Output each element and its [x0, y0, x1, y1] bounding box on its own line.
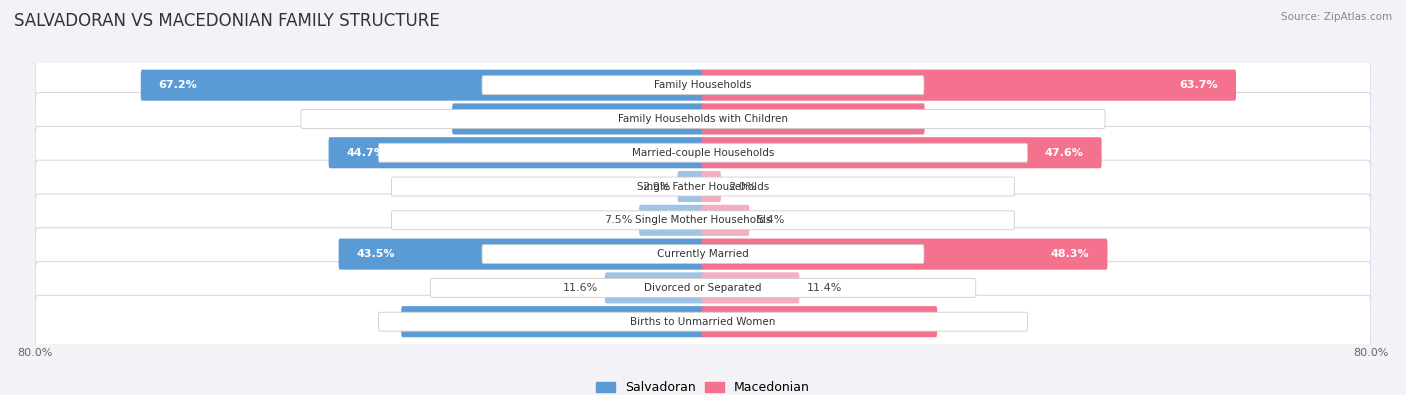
Text: 63.7%: 63.7% — [1180, 80, 1218, 90]
Text: 11.6%: 11.6% — [562, 283, 598, 293]
Text: 11.4%: 11.4% — [807, 283, 842, 293]
FancyBboxPatch shape — [702, 239, 1108, 270]
FancyBboxPatch shape — [482, 245, 924, 263]
FancyBboxPatch shape — [401, 306, 704, 337]
Text: 48.3%: 48.3% — [1050, 249, 1090, 259]
FancyBboxPatch shape — [35, 160, 1371, 213]
Text: 26.4%: 26.4% — [868, 114, 907, 124]
Text: 36.0%: 36.0% — [419, 317, 458, 327]
FancyBboxPatch shape — [35, 295, 1371, 348]
Text: 7.5%: 7.5% — [603, 215, 633, 225]
FancyBboxPatch shape — [378, 143, 1028, 162]
FancyBboxPatch shape — [301, 109, 1105, 128]
FancyBboxPatch shape — [35, 126, 1371, 179]
FancyBboxPatch shape — [702, 306, 938, 337]
FancyBboxPatch shape — [329, 137, 704, 168]
Text: 5.4%: 5.4% — [756, 215, 785, 225]
Text: Source: ZipAtlas.com: Source: ZipAtlas.com — [1281, 12, 1392, 22]
Legend: Salvadoran, Macedonian: Salvadoran, Macedonian — [591, 376, 815, 395]
FancyBboxPatch shape — [702, 137, 1102, 168]
FancyBboxPatch shape — [678, 171, 704, 202]
Text: Births to Unmarried Women: Births to Unmarried Women — [630, 317, 776, 327]
FancyBboxPatch shape — [482, 76, 924, 95]
Text: Single Father Households: Single Father Households — [637, 182, 769, 192]
Text: Currently Married: Currently Married — [657, 249, 749, 259]
Text: Divorced or Separated: Divorced or Separated — [644, 283, 762, 293]
FancyBboxPatch shape — [702, 205, 749, 236]
Text: Single Mother Households: Single Mother Households — [636, 215, 770, 225]
FancyBboxPatch shape — [35, 261, 1371, 314]
FancyBboxPatch shape — [702, 70, 1236, 101]
FancyBboxPatch shape — [339, 239, 704, 270]
FancyBboxPatch shape — [378, 312, 1028, 331]
FancyBboxPatch shape — [605, 273, 704, 303]
Text: SALVADORAN VS MACEDONIAN FAMILY STRUCTURE: SALVADORAN VS MACEDONIAN FAMILY STRUCTUR… — [14, 12, 440, 30]
Text: 27.9%: 27.9% — [880, 317, 920, 327]
FancyBboxPatch shape — [35, 92, 1371, 145]
FancyBboxPatch shape — [453, 103, 704, 134]
Text: 29.9%: 29.9% — [470, 114, 509, 124]
Text: 2.0%: 2.0% — [728, 182, 756, 192]
FancyBboxPatch shape — [702, 273, 800, 303]
FancyBboxPatch shape — [35, 228, 1371, 280]
FancyBboxPatch shape — [35, 59, 1371, 111]
Text: 2.9%: 2.9% — [643, 182, 671, 192]
Text: Family Households with Children: Family Households with Children — [619, 114, 787, 124]
Text: Family Households: Family Households — [654, 80, 752, 90]
Text: 47.6%: 47.6% — [1045, 148, 1084, 158]
FancyBboxPatch shape — [640, 205, 704, 236]
Text: 67.2%: 67.2% — [159, 80, 197, 90]
FancyBboxPatch shape — [35, 194, 1371, 246]
FancyBboxPatch shape — [141, 70, 704, 101]
FancyBboxPatch shape — [702, 171, 721, 202]
FancyBboxPatch shape — [391, 177, 1015, 196]
FancyBboxPatch shape — [430, 278, 976, 297]
FancyBboxPatch shape — [702, 103, 925, 134]
FancyBboxPatch shape — [391, 211, 1015, 230]
Text: Married-couple Households: Married-couple Households — [631, 148, 775, 158]
Text: 44.7%: 44.7% — [346, 148, 385, 158]
Text: 43.5%: 43.5% — [357, 249, 395, 259]
